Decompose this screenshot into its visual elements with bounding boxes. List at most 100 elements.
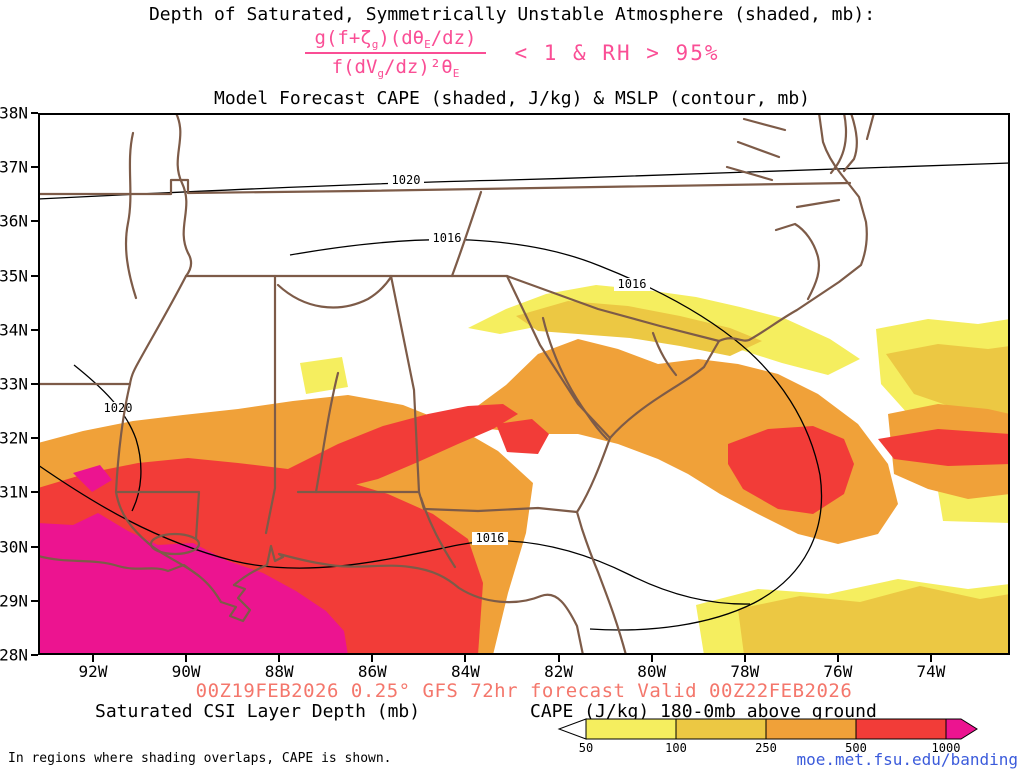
- carolina-river: [651, 331, 678, 377]
- lon-label-92W: 92W: [78, 662, 108, 681]
- page-title: Depth of Saturated, Symmetrically Unstab…: [148, 4, 876, 25]
- forecast-init-valid-text: 00Z19FEB2026 0.25° GFS 72hr forecast Val…: [195, 680, 853, 702]
- state-border-fl-north: [296, 490, 579, 514]
- lat-tick: [31, 220, 38, 223]
- lat-tick: [31, 112, 38, 114]
- lat-tick: [31, 166, 38, 169]
- delmarva-east-shore: [842, 113, 858, 173]
- lat-axis: 38N 37N 36N 35N 34N 33N 32N 31N 30N 29N 28N: [0, 104, 38, 665]
- colorbar-right-arrow: [945, 718, 978, 740]
- cape-legend-label: CAPE (J/kg) 180-0mb above ground: [530, 701, 877, 722]
- shade-magenta-region: [73, 465, 112, 492]
- lon-label-82W: 82W: [544, 662, 573, 681]
- lon-tick: [743, 655, 746, 662]
- contour-label: 1020: [392, 173, 421, 187]
- map-subtitle: Model Forecast CAPE (shaded, J/kg) & MSL…: [213, 88, 811, 109]
- formula-fraction: g(f+ζg)(dθE/dz) f(dVg/dz)²θE: [304, 27, 487, 80]
- isobar-1016-south: [38, 464, 751, 605]
- lat-tick: [31, 599, 38, 602]
- lon-label-84W: 84W: [450, 662, 480, 681]
- virginia-river: [736, 140, 781, 159]
- lat-label-36N: 36N: [0, 211, 28, 231]
- overlap-note: In regions where shading overlaps, CAPE …: [8, 751, 392, 766]
- lon-tick: [836, 655, 839, 662]
- lat-label-37N: 37N: [0, 157, 28, 177]
- cape-colorbar: 50 100 250 500 1000: [556, 716, 980, 756]
- lake-pontchartrain: [149, 532, 201, 556]
- shade-red-region: [878, 429, 1010, 466]
- geography-layer: [38, 113, 876, 655]
- lon-tick: [185, 655, 188, 662]
- lat-tick: [31, 654, 38, 656]
- lat-tick: [31, 545, 38, 548]
- alabama-river: [314, 371, 340, 494]
- isobar-1020: [38, 162, 1010, 200]
- mississippi-river: [114, 113, 223, 604]
- colorbar-segment: [765, 718, 857, 740]
- state-border-ga-sc: [505, 274, 612, 440]
- colorbar-segment: [675, 718, 767, 740]
- shade-yellow-region: [938, 488, 1010, 523]
- shade-red-region: [496, 419, 549, 454]
- formula-numerator: g(f+ζg)(dθE/dz): [304, 27, 487, 54]
- lon-tick: [464, 655, 467, 662]
- lon-tick: [929, 655, 932, 662]
- state-border-la-ms: [114, 490, 201, 541]
- state-border-tn-south: [184, 274, 721, 343]
- colorbar-value: 250: [755, 741, 777, 755]
- gulf-coastline-east: [232, 544, 585, 655]
- mississippi-delta: [219, 583, 252, 623]
- lat-tick: [31, 328, 38, 331]
- lat-label-28N: 28N: [0, 645, 28, 665]
- colorbar-value: 100: [665, 741, 687, 755]
- forecast-map: 1020 1016 1016 1016 1020: [38, 113, 1010, 655]
- tennessee-river: [276, 275, 393, 309]
- lon-tick: [92, 655, 94, 662]
- lat-tick: [31, 274, 38, 277]
- lon-tick: [557, 655, 560, 662]
- shade-red-region: [288, 404, 518, 489]
- state-border-ms-al: [264, 274, 277, 535]
- lon-tick: [278, 655, 281, 662]
- virginia-river: [742, 117, 787, 132]
- contour-label: 1016: [476, 531, 505, 545]
- colorbar-value: 1000: [932, 741, 961, 755]
- albemarle-sound: [795, 198, 841, 209]
- lon-label-74W: 74W: [916, 662, 946, 681]
- colorbar-value: 50: [579, 741, 593, 755]
- csi-criterion-formula: g(f+ζg)(dθE/dz) f(dVg/dz)²θE < 1 & RH > …: [0, 27, 1024, 80]
- contour-label: 1016: [433, 231, 462, 245]
- lat-label-35N: 35N: [0, 266, 28, 286]
- credit-link[interactable]: moe.met.fsu.edu/banding: [796, 750, 1018, 769]
- shade-gold-region: [886, 344, 1010, 415]
- colorbar-segment: [585, 718, 677, 740]
- state-border-al-ga: [389, 274, 421, 494]
- lat-label-38N: 38N: [0, 103, 28, 123]
- cape-csi-shading-layer: [38, 285, 1010, 655]
- shade-red-region: [728, 426, 854, 514]
- georgia-sc-coast: [608, 339, 721, 440]
- map-svg: 1020 1016 1016 1016 1020: [38, 113, 1010, 655]
- carolina-coast-outer-banks: [717, 113, 868, 343]
- csi-legend-label: Saturated CSI Layer Depth (mb): [95, 701, 421, 722]
- contour-label: 1020: [104, 401, 133, 415]
- shade-magenta-region: [38, 513, 348, 655]
- delmarva-atlantic: [865, 113, 876, 141]
- shade-gold-region: [516, 301, 762, 356]
- formula-condition: < 1 & RH > 95%: [514, 40, 720, 65]
- lon-tick: [371, 655, 374, 662]
- isobar-1020-west: [73, 364, 142, 512]
- chesapeake-delmarva: [829, 113, 848, 175]
- lon-label-78W: 78W: [730, 662, 760, 681]
- lon-label-86W: 86W: [357, 662, 387, 681]
- lat-label-33N: 33N: [0, 374, 28, 394]
- contour-label: 1016: [618, 277, 647, 291]
- lat-label-34N: 34N: [0, 320, 28, 340]
- formula-denominator: f(dVg/dz)²θE: [331, 56, 460, 80]
- colorbar-left-arrow: [557, 718, 587, 740]
- lat-label-32N: 32N: [0, 428, 28, 448]
- lon-label-76W: 76W: [823, 662, 853, 681]
- lat-tick: [31, 437, 38, 440]
- georgia-river: [541, 316, 609, 441]
- state-border-north: [38, 178, 852, 196]
